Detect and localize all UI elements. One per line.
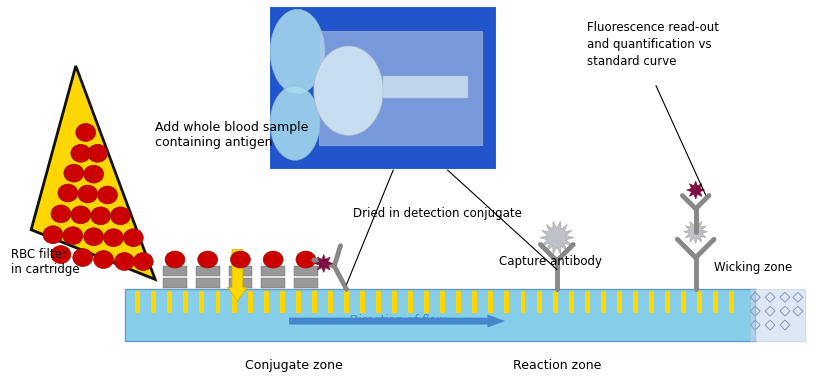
Ellipse shape — [314, 46, 383, 135]
Ellipse shape — [165, 251, 185, 268]
Bar — [196, 278, 220, 288]
Bar — [584, 291, 589, 313]
Text: Direction of flow: Direction of flow — [348, 313, 445, 327]
Bar — [232, 291, 237, 313]
Ellipse shape — [115, 253, 134, 271]
Bar — [440, 291, 445, 313]
Ellipse shape — [63, 227, 83, 245]
Ellipse shape — [94, 251, 113, 269]
Bar — [163, 278, 187, 288]
Bar — [280, 291, 285, 313]
Bar — [617, 291, 622, 313]
Bar — [261, 278, 285, 288]
Ellipse shape — [71, 144, 90, 162]
FancyArrow shape — [228, 250, 247, 301]
Ellipse shape — [98, 186, 117, 204]
Bar — [569, 291, 574, 313]
Bar — [216, 291, 221, 313]
Bar — [344, 291, 349, 313]
Bar — [383, 76, 467, 98]
Polygon shape — [315, 255, 333, 272]
Bar — [135, 291, 140, 313]
Bar — [319, 31, 483, 146]
Text: Fluorescence read-out
and quantification vs
standard curve: Fluorescence read-out and quantification… — [587, 21, 719, 68]
Bar — [168, 291, 173, 313]
Ellipse shape — [71, 206, 90, 224]
Bar — [229, 278, 252, 288]
Ellipse shape — [124, 229, 143, 247]
Bar — [392, 291, 397, 313]
Ellipse shape — [72, 248, 93, 267]
Bar — [261, 267, 285, 276]
Bar — [264, 291, 269, 313]
Ellipse shape — [111, 207, 130, 225]
Bar — [294, 267, 317, 276]
Bar — [294, 278, 317, 288]
Bar — [520, 291, 526, 313]
Bar — [553, 291, 558, 313]
Ellipse shape — [133, 253, 153, 271]
Polygon shape — [687, 181, 705, 199]
Bar — [247, 291, 252, 313]
Bar — [163, 267, 187, 276]
Ellipse shape — [76, 123, 95, 141]
Text: Capture antibody: Capture antibody — [499, 255, 602, 267]
Ellipse shape — [58, 184, 78, 202]
Bar — [457, 291, 462, 313]
Ellipse shape — [270, 86, 320, 160]
Text: Wicking zone: Wicking zone — [714, 261, 792, 274]
Bar — [125, 289, 755, 341]
Bar — [665, 291, 670, 313]
Bar — [488, 291, 493, 313]
Bar — [183, 291, 188, 313]
Bar — [269, 6, 497, 170]
Text: Dried in detection conjugate: Dried in detection conjugate — [353, 207, 523, 220]
Bar — [601, 291, 606, 313]
Ellipse shape — [51, 246, 71, 264]
Ellipse shape — [84, 228, 103, 246]
Bar — [295, 291, 300, 313]
Bar — [751, 289, 805, 341]
Bar — [713, 291, 718, 313]
Text: Add whole blood sample
containing antigen: Add whole blood sample containing antige… — [155, 120, 309, 149]
Ellipse shape — [63, 164, 84, 182]
Polygon shape — [684, 220, 707, 244]
Bar — [151, 291, 156, 313]
Bar — [229, 267, 252, 276]
Ellipse shape — [43, 226, 63, 244]
Polygon shape — [540, 221, 574, 254]
Bar — [649, 291, 654, 313]
Ellipse shape — [90, 207, 111, 225]
Ellipse shape — [198, 251, 217, 268]
Bar — [633, 291, 638, 313]
Bar — [199, 291, 204, 313]
Ellipse shape — [270, 9, 325, 94]
Text: Reaction zone: Reaction zone — [513, 359, 601, 372]
Bar — [505, 291, 510, 313]
Ellipse shape — [78, 185, 98, 203]
Ellipse shape — [230, 251, 251, 268]
Bar — [312, 291, 317, 313]
Bar — [408, 291, 413, 313]
Bar — [376, 291, 381, 313]
Text: Conjugate zone: Conjugate zone — [245, 359, 343, 372]
Ellipse shape — [51, 205, 71, 223]
Ellipse shape — [84, 165, 103, 183]
Ellipse shape — [296, 251, 316, 268]
Ellipse shape — [88, 144, 107, 162]
Bar — [681, 291, 686, 313]
Bar — [328, 291, 333, 313]
Bar — [196, 267, 220, 276]
Bar — [424, 291, 429, 313]
Bar — [536, 291, 541, 313]
Bar — [472, 291, 477, 313]
Bar — [729, 291, 734, 313]
Polygon shape — [31, 66, 155, 279]
Text: RBC filter
in cartridge: RBC filter in cartridge — [11, 248, 80, 276]
Ellipse shape — [103, 229, 124, 247]
Bar — [697, 291, 702, 313]
Bar — [360, 291, 365, 313]
Ellipse shape — [263, 251, 283, 268]
FancyArrow shape — [289, 315, 505, 327]
